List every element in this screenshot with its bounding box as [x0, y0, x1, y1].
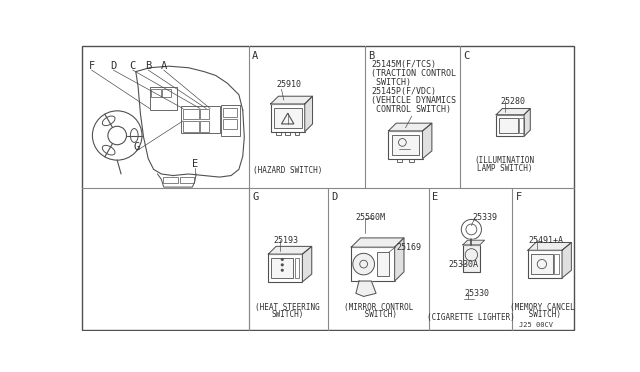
- Bar: [397, 158, 402, 163]
- Bar: [499, 118, 518, 133]
- Bar: [294, 258, 300, 278]
- Bar: [200, 109, 209, 119]
- Text: LAMP SWITCH): LAMP SWITCH): [477, 164, 532, 173]
- Bar: [162, 89, 172, 97]
- Text: (CIGARETTE LIGHTER): (CIGARETTE LIGHTER): [428, 312, 515, 322]
- Bar: [223, 108, 237, 117]
- Text: (VEHICLE DYNAMICS: (VEHICLE DYNAMICS: [371, 96, 456, 105]
- Circle shape: [281, 269, 284, 272]
- Text: SWITCH): SWITCH): [371, 78, 412, 87]
- Circle shape: [281, 258, 284, 261]
- Polygon shape: [303, 246, 312, 282]
- Polygon shape: [388, 123, 432, 131]
- Text: E: E: [191, 159, 198, 169]
- Text: D: D: [331, 192, 337, 202]
- Text: B: B: [145, 61, 151, 71]
- Bar: [377, 252, 389, 276]
- Bar: [554, 254, 559, 274]
- Text: (TRACTION CONTROL: (TRACTION CONTROL: [371, 69, 456, 78]
- Bar: [271, 104, 305, 132]
- Text: (MEMORY CANCEL: (MEMORY CANCEL: [510, 302, 575, 312]
- Bar: [183, 121, 198, 132]
- Text: (HAZARD SWITCH): (HAZARD SWITCH): [253, 166, 323, 174]
- Bar: [351, 247, 395, 281]
- Polygon shape: [463, 240, 484, 245]
- Bar: [496, 115, 524, 136]
- Text: G: G: [134, 142, 140, 152]
- Text: 25169: 25169: [396, 243, 421, 252]
- Text: CONTROL SWITCH): CONTROL SWITCH): [371, 106, 451, 115]
- Polygon shape: [351, 238, 404, 247]
- Polygon shape: [528, 243, 572, 250]
- Polygon shape: [356, 281, 376, 296]
- Bar: [388, 131, 422, 158]
- Text: C: C: [129, 61, 136, 71]
- Polygon shape: [305, 96, 312, 132]
- Bar: [221, 105, 241, 135]
- Text: A: A: [161, 61, 167, 71]
- Bar: [180, 106, 220, 133]
- Bar: [223, 119, 237, 129]
- Bar: [183, 109, 198, 119]
- Bar: [531, 254, 553, 274]
- Text: F: F: [516, 192, 522, 202]
- Bar: [463, 245, 480, 272]
- Polygon shape: [422, 123, 432, 158]
- Polygon shape: [496, 109, 531, 115]
- Polygon shape: [271, 96, 312, 104]
- Bar: [410, 158, 414, 163]
- Bar: [271, 258, 293, 278]
- Text: 25330: 25330: [465, 289, 490, 298]
- Text: D: D: [110, 61, 116, 71]
- Polygon shape: [395, 238, 404, 281]
- Text: (MIRROR CONTROL: (MIRROR CONTROL: [344, 302, 413, 312]
- Bar: [268, 254, 303, 282]
- Text: J25 00CV: J25 00CV: [519, 322, 553, 328]
- Circle shape: [353, 253, 374, 275]
- Text: 25491+A: 25491+A: [528, 235, 563, 245]
- Bar: [163, 177, 179, 183]
- Bar: [276, 132, 281, 135]
- Text: (ILLUMINATION: (ILLUMINATION: [475, 156, 535, 165]
- Text: 25280: 25280: [501, 97, 526, 106]
- Text: (HEAT STEERING: (HEAT STEERING: [255, 302, 320, 312]
- Bar: [528, 250, 562, 278]
- Text: 25330A: 25330A: [448, 260, 478, 269]
- Text: SWITCH): SWITCH): [524, 310, 561, 319]
- Bar: [520, 118, 524, 133]
- Text: B: B: [368, 51, 374, 61]
- Text: F: F: [88, 61, 95, 71]
- Bar: [274, 108, 301, 128]
- Bar: [200, 121, 209, 132]
- Bar: [151, 89, 161, 97]
- Text: A: A: [252, 51, 259, 61]
- Bar: [285, 132, 290, 135]
- Text: SWITCH): SWITCH): [271, 310, 304, 319]
- Polygon shape: [268, 246, 312, 254]
- Bar: [392, 135, 419, 155]
- Text: SWITCH): SWITCH): [360, 310, 397, 319]
- Text: C: C: [463, 51, 469, 61]
- Text: G: G: [252, 192, 259, 202]
- Bar: [180, 177, 194, 183]
- Text: 25145M(F/TCS): 25145M(F/TCS): [371, 60, 436, 69]
- Circle shape: [281, 263, 284, 266]
- Bar: [150, 87, 177, 110]
- Text: 25193: 25193: [274, 235, 299, 245]
- Polygon shape: [562, 243, 572, 278]
- Text: 25145P(F/VDC): 25145P(F/VDC): [371, 87, 436, 96]
- Bar: [294, 132, 300, 135]
- Text: 25910: 25910: [276, 80, 301, 89]
- Polygon shape: [524, 109, 531, 136]
- Text: 25339: 25339: [472, 212, 497, 221]
- Text: 25560M: 25560M: [355, 212, 385, 221]
- Text: E: E: [432, 192, 438, 202]
